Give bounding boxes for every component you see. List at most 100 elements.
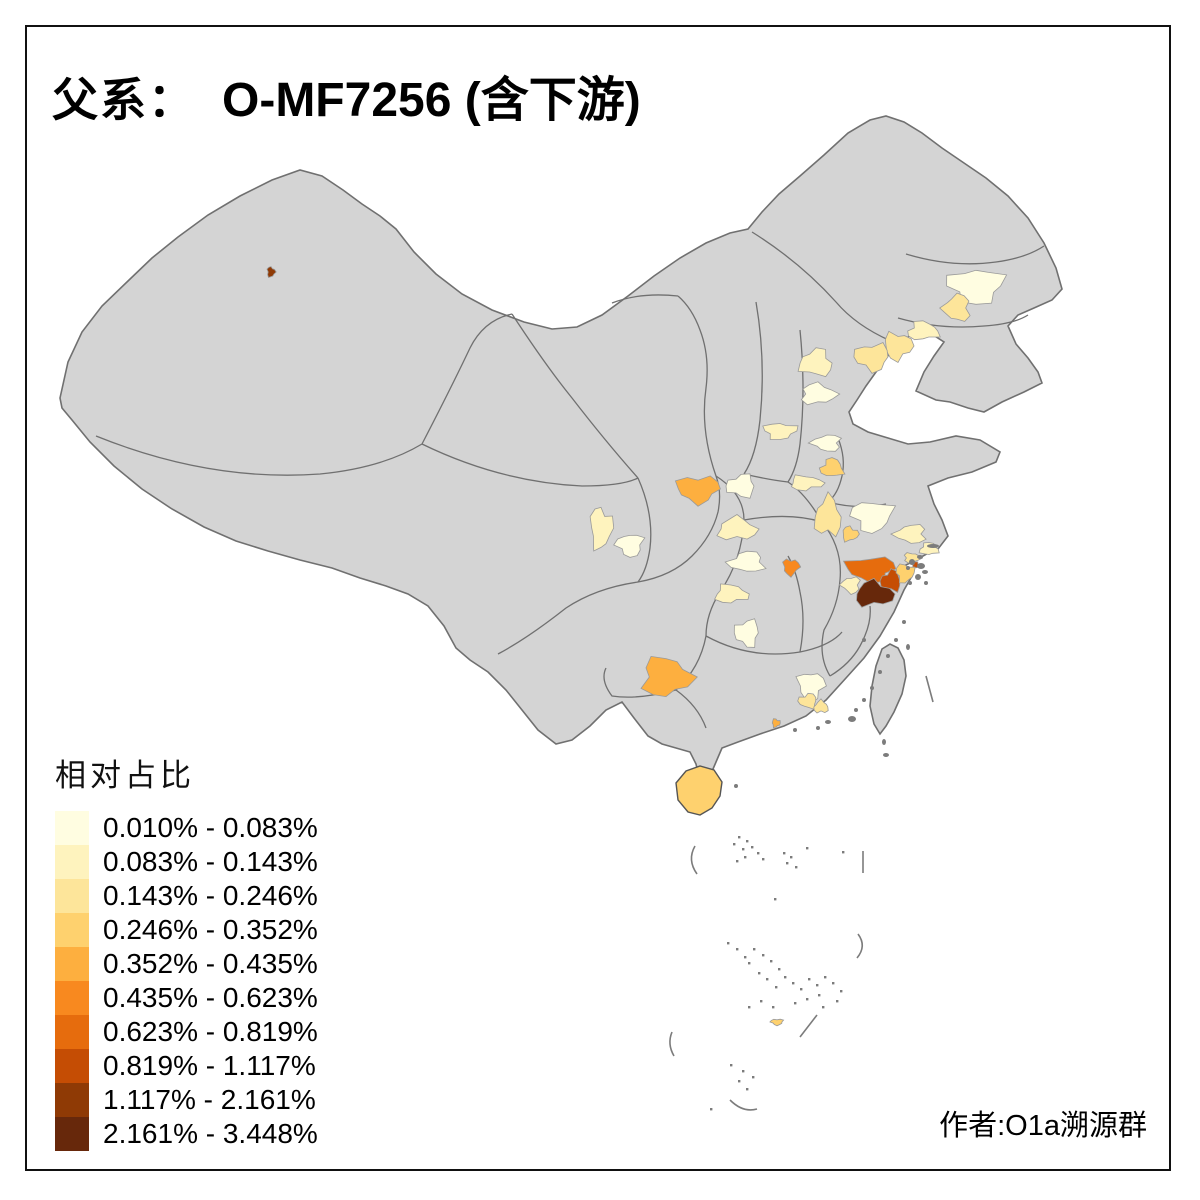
sea-speck: [818, 994, 821, 997]
sea-speck: [774, 898, 777, 901]
region-zhejiang-jiaxing: [903, 552, 924, 565]
islet: [917, 563, 925, 569]
region-guangdong-east: [813, 698, 829, 714]
legend-row: 0.819% - 1.117%: [55, 1049, 318, 1083]
legend-label: 1.117% - 2.161%: [103, 1084, 316, 1115]
region-hebei-qinhuangdao: [853, 341, 889, 374]
islet: [848, 716, 856, 722]
legend-swatch-5: [55, 947, 89, 981]
legend-swatch-10: [55, 1117, 89, 1151]
sea-speck: [794, 1002, 797, 1005]
islet: [878, 670, 882, 674]
legend-swatch-6: [55, 981, 89, 1015]
sea-speck: [806, 847, 809, 850]
region-shaanxi-hanzhong: [674, 475, 721, 507]
islet: [917, 555, 923, 559]
sea-speck: [744, 856, 747, 859]
legend-row: 0.010% - 0.083%: [55, 811, 318, 845]
legend-swatch-3: [55, 879, 89, 913]
region-jiangsu-nanjing: [849, 502, 897, 534]
region-liaoning-ne: [939, 292, 971, 322]
sea-speck: [792, 982, 795, 985]
legend-label: 0.143% - 0.246%: [103, 880, 318, 911]
region-south-sea-isle: [769, 1018, 785, 1027]
sea-speck: [762, 954, 765, 957]
sea-speck: [752, 1076, 755, 1079]
sea-dash: [856, 933, 864, 959]
islet: [793, 728, 797, 732]
islet: [734, 784, 738, 788]
sea-dash: [669, 1031, 675, 1057]
legend-row: 0.246% - 0.352%: [55, 913, 318, 947]
mainland-landmass: [59, 115, 1063, 782]
legend-label: 0.435% - 0.623%: [103, 982, 318, 1013]
sea-speck: [748, 962, 751, 965]
sea-dash: [799, 1014, 818, 1038]
islet: [854, 708, 858, 712]
sea-speck: [760, 1000, 763, 1003]
region-guangdong-guangzhou: [795, 673, 827, 704]
sea-speck: [816, 984, 819, 987]
islet: [883, 753, 889, 757]
legend-swatch-2: [55, 845, 89, 879]
sea-speck: [800, 988, 803, 991]
legend-swatch-1: [55, 811, 89, 845]
legend-label: 2.161% - 3.448%: [103, 1118, 318, 1149]
islet: [927, 544, 939, 548]
sea-speck: [753, 948, 756, 951]
sea-speck: [775, 986, 778, 989]
sea-speck: [733, 843, 736, 846]
region-henan-nanyang: [725, 473, 755, 499]
sea-speck: [784, 976, 787, 979]
legend-row: 0.352% - 0.435%: [55, 947, 318, 981]
sea-speck: [742, 848, 745, 851]
sea-speck: [842, 851, 845, 854]
sea-speck: [744, 956, 747, 959]
sea-island-specks: [710, 836, 845, 1111]
coastal-islets: [734, 544, 939, 788]
region-hubei-jingzhou: [714, 583, 750, 604]
sea-speck: [762, 858, 765, 861]
legend-label: 0.352% - 0.435%: [103, 948, 318, 979]
sea-speck: [746, 840, 749, 843]
sea-speck: [822, 1006, 825, 1009]
title-prefix: 父系：: [52, 75, 196, 126]
sea-speck: [806, 998, 809, 1001]
legend-swatch-4: [55, 913, 89, 947]
legend-row: 0.083% - 0.143%: [55, 845, 318, 879]
region-beijing: [797, 347, 833, 378]
islet: [870, 686, 874, 690]
region-sichuan-chengdu-w: [589, 506, 615, 552]
islet: [862, 698, 866, 702]
legend-rows: 0.010% - 0.083% 0.083% - 0.143% 0.143% - 0…: [55, 811, 318, 1151]
islet: [862, 638, 866, 642]
sea-speck: [808, 978, 811, 981]
region-jiangsu-suzhou: [889, 524, 927, 544]
sea-speck: [742, 1070, 745, 1073]
legend-row: 2.161% - 3.448%: [55, 1117, 318, 1151]
sea-speck: [748, 1006, 751, 1009]
region-karamay: [266, 266, 277, 279]
sea-speck: [751, 846, 754, 849]
sea-speck: [783, 852, 786, 855]
sea-speck: [746, 1088, 749, 1091]
sea-speck: [790, 856, 793, 859]
sea-speck: [736, 948, 739, 951]
legend-swatch-7: [55, 1015, 89, 1049]
region-hubei-jingmen: [724, 550, 767, 572]
legend-label: 0.623% - 0.819%: [103, 1016, 318, 1047]
sea-speck: [786, 862, 789, 865]
sea-dash: [729, 1099, 758, 1111]
islet: [882, 739, 886, 745]
hainan-island: [675, 765, 723, 816]
author-credit: 作者:O1a溯源群: [939, 1110, 1147, 1142]
sea-speck: [832, 982, 835, 985]
region-anhui-chuzhou: [813, 491, 842, 538]
region-hebei-handan: [807, 434, 843, 452]
legend-label: 0.819% - 1.117%: [103, 1050, 316, 1081]
region-liaoning-chaoyang: [884, 330, 915, 364]
islet: [922, 570, 928, 574]
province-borders: [95, 231, 1045, 729]
